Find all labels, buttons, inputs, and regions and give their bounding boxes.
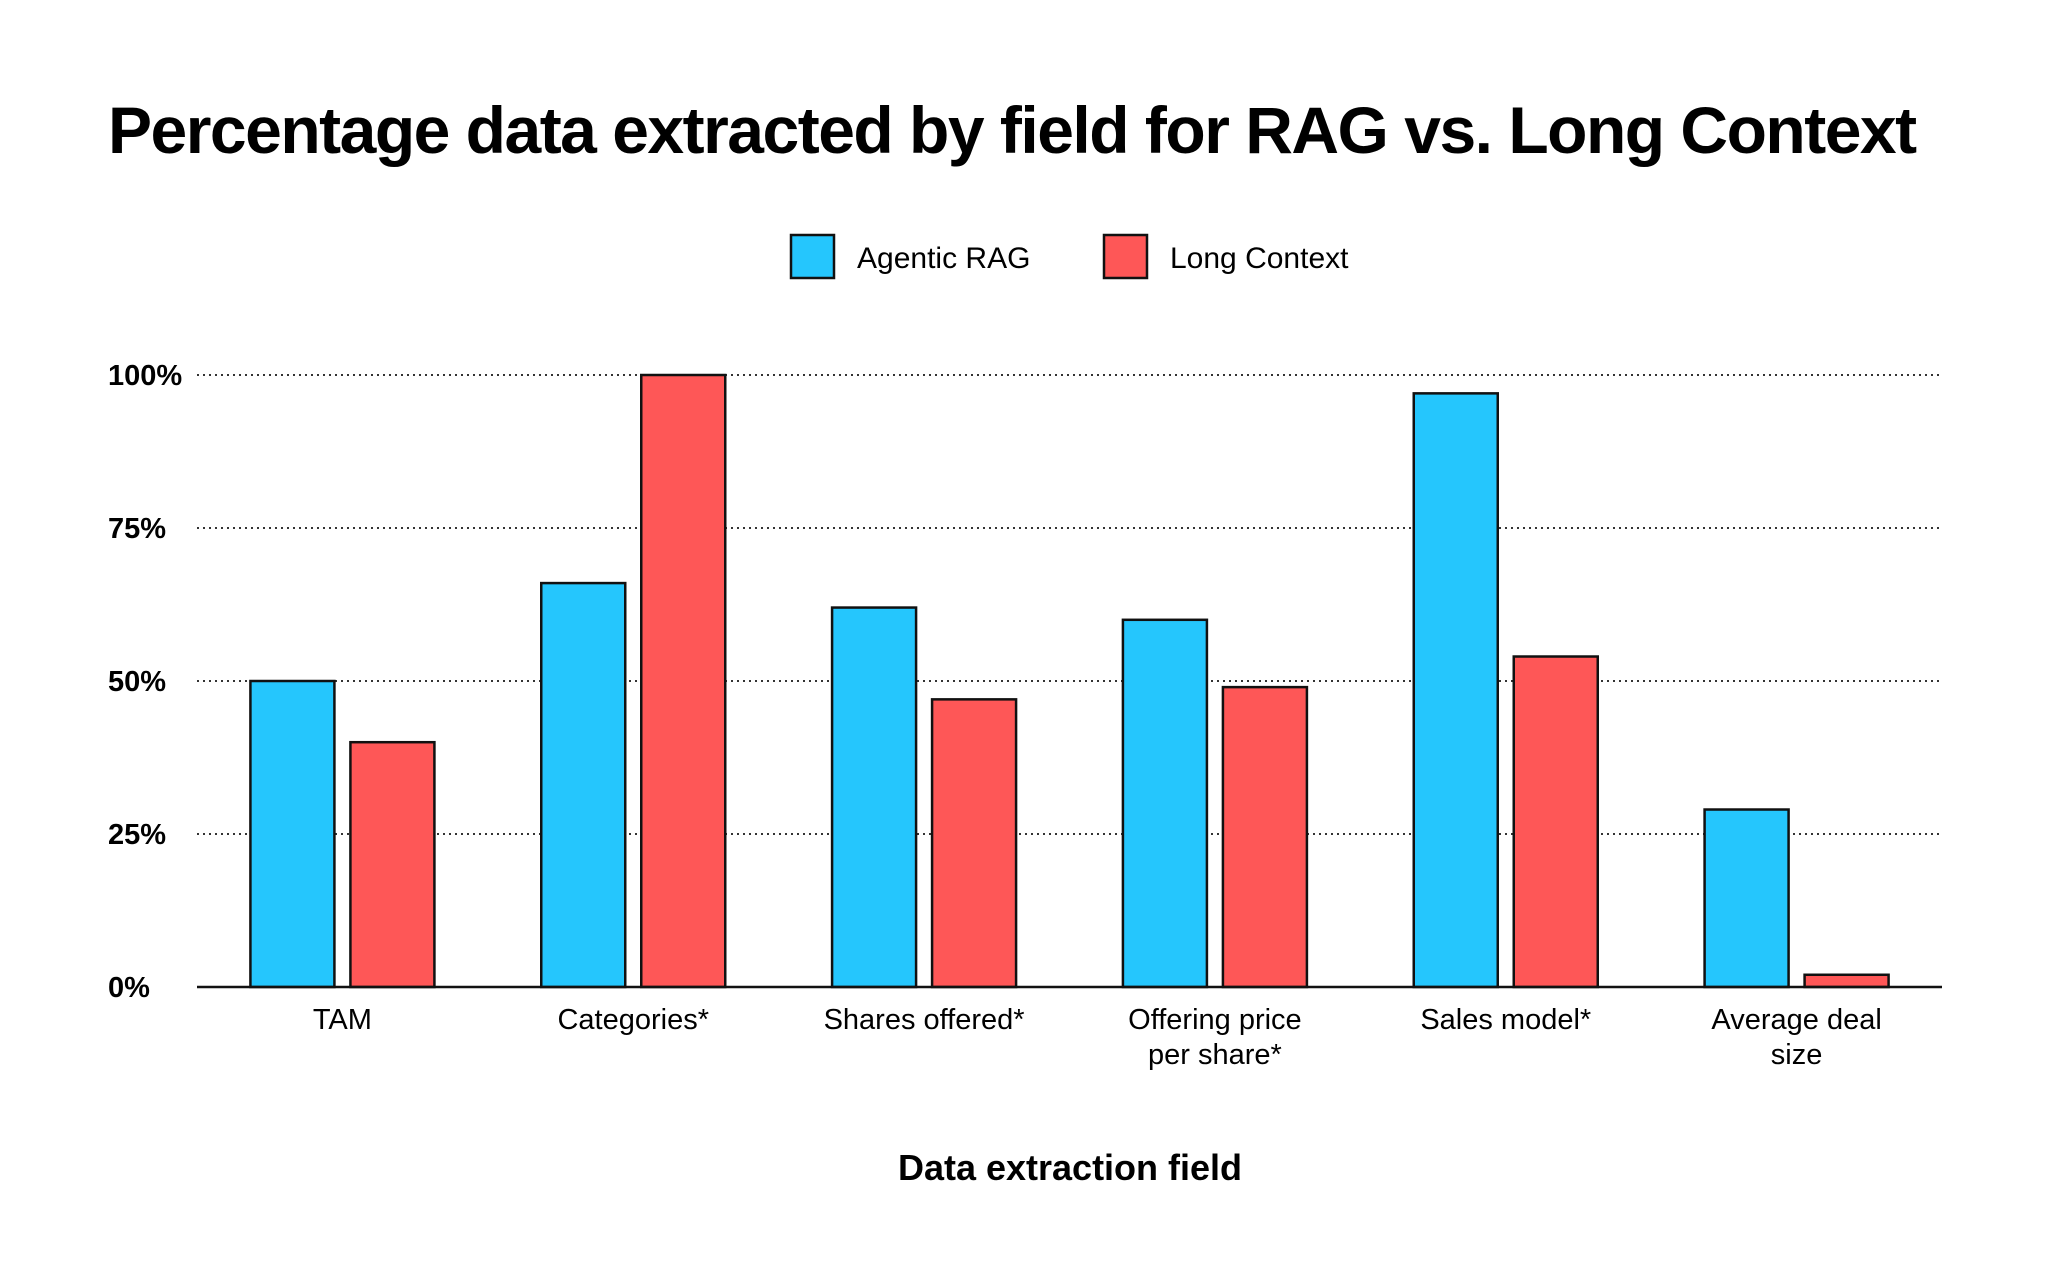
y-axis: 0% 25% 50% 75% 100%: [108, 360, 182, 1004]
x-tick-label: Shares offered*: [824, 1004, 1025, 1036]
y-tick-label: 100%: [108, 360, 182, 392]
legend-swatch: [789, 233, 836, 280]
x-axis-label: Data extraction field: [898, 1147, 1242, 1188]
legend-swatch: [1102, 233, 1149, 280]
bar-agentic-rag: [1703, 808, 1790, 989]
bar-agentic-rag: [540, 581, 627, 989]
gridlines: [197, 374, 1942, 835]
x-tick-label: per share*: [1148, 1039, 1282, 1071]
x-tick-label: TAM: [313, 1004, 372, 1036]
bar-long-context: [930, 698, 1018, 989]
bar-agentic-rag: [830, 606, 918, 989]
legend-label: Agentic RAG: [857, 242, 1030, 275]
x-tick-label: Offering price: [1128, 1004, 1302, 1036]
x-tick-label: Categories*: [557, 1004, 709, 1036]
x-tick-label: size: [1771, 1039, 1823, 1071]
chart-title: Percentage data extracted by field for R…: [108, 93, 1917, 167]
x-tick-label: Average deal: [1711, 1004, 1881, 1036]
y-tick-label: 25%: [108, 819, 166, 851]
bar-agentic-rag: [1412, 392, 1499, 989]
y-tick-label: 50%: [108, 666, 166, 698]
bar-long-context: [1803, 973, 1890, 989]
legend: Agentic RAG Long Context: [789, 233, 1349, 280]
y-tick-label: 75%: [108, 513, 166, 545]
bar-long-context: [1512, 655, 1599, 989]
x-tick-labels: TAM Categories* Shares offered* Offering pr…: [313, 1004, 1882, 1071]
legend-label: Long Context: [1170, 242, 1349, 275]
y-tick-label: 0%: [108, 972, 150, 1004]
bar-agentic-rag: [249, 679, 336, 989]
bar-agentic-rag: [1121, 618, 1209, 989]
bar-long-context: [640, 373, 727, 989]
x-tick-label: Sales model*: [1420, 1004, 1591, 1036]
bars: [249, 373, 1890, 989]
bar-long-context: [349, 740, 436, 989]
bar-long-context: [1221, 685, 1309, 989]
